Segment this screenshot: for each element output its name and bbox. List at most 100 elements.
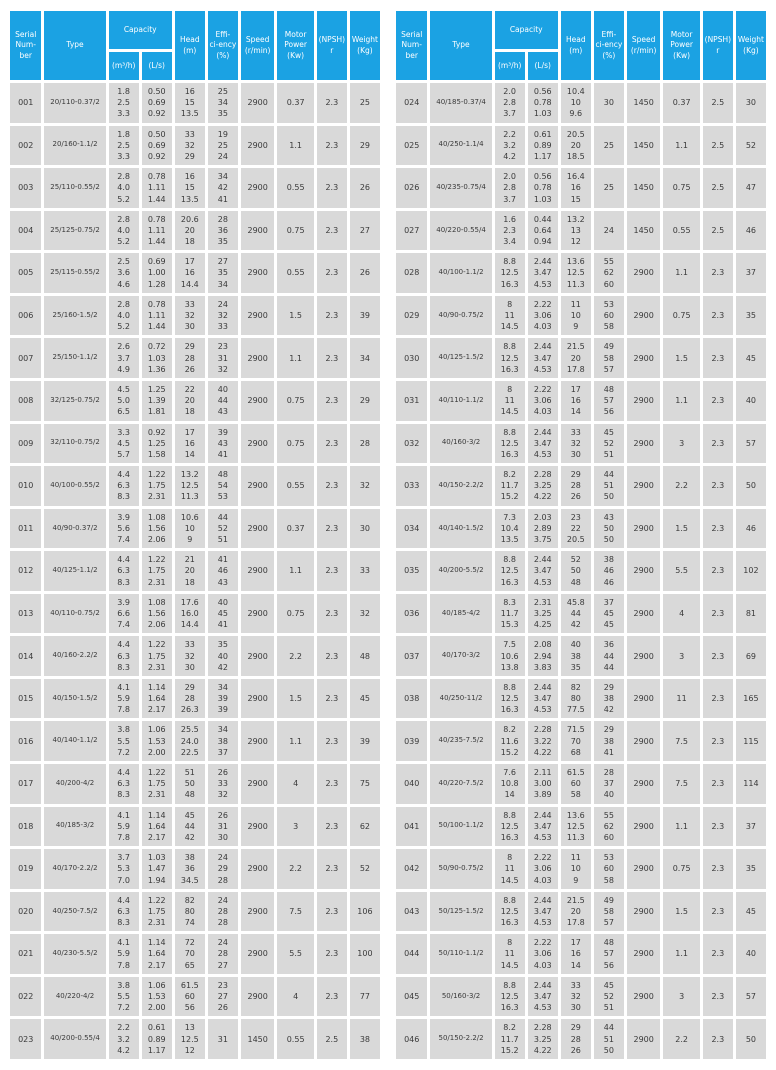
cell-type: 40/235-7.5/2 (430, 721, 492, 761)
table-row: 012 40/125-1.1/2 4.4 6.3 8.3 1.22 1.75 2.31… (10, 551, 380, 591)
cell-head: 10.4 10 9.6 (560, 83, 591, 123)
table-row: 029 40/90-0.75/2 8 11 14.5 2.22 3.06 4.03 11… (396, 295, 766, 336)
cell-serial: 030 (396, 338, 428, 378)
cell-weight: 50 (735, 466, 766, 506)
cell-power: 0.37 (663, 83, 700, 123)
cell-head: 29 28 26 (560, 466, 591, 506)
cell-speed: 2900 (240, 508, 275, 549)
cell-power: 1.1 (277, 721, 314, 761)
col-header-npsh: (NPSH) r (702, 11, 733, 80)
cell-eff: 45 52 51 (593, 423, 624, 464)
cell-head: 17.6 16.0 14.4 (174, 593, 205, 634)
cell-speed: 2900 (240, 338, 275, 378)
cell-head: 45 44 42 (174, 806, 205, 847)
cell-ls: 1.22 1.75 2.31 (141, 891, 172, 932)
cell-npsh: 2.5 (316, 1019, 347, 1059)
cell-serial: 017 (10, 764, 42, 804)
cell-m3h: 4.4 6.3 8.3 (108, 891, 139, 932)
cell-power: 0.55 (277, 253, 314, 293)
cell-serial: 008 (10, 380, 42, 421)
cell-eff: 44 52 51 (207, 508, 238, 549)
cell-npsh: 2.3 (702, 508, 733, 549)
cell-m3h: 4.4 6.3 8.3 (108, 551, 139, 591)
cell-head: 71.5 70 68 (560, 721, 591, 761)
cell-npsh: 2.3 (702, 593, 733, 634)
cell-weight: 45 (735, 338, 766, 378)
cell-npsh: 2.3 (702, 934, 733, 974)
cell-power: 1.1 (663, 380, 700, 421)
cell-power: 0.75 (277, 423, 314, 464)
cell-head: 22 20 18 (174, 380, 205, 421)
cell-type: 40/185-4/2 (430, 593, 492, 634)
cell-speed: 2900 (626, 295, 661, 336)
cell-m3h: 8.2 11.7 15.2 (494, 1019, 525, 1059)
cell-speed: 2900 (240, 849, 275, 889)
cell-ls: 1.08 1.56 2.06 (141, 508, 172, 549)
cell-head: 13.2 12.5 11.3 (174, 466, 205, 506)
cell-weight: 100 (349, 934, 380, 974)
cell-power: 1.5 (663, 338, 700, 378)
cell-npsh: 2.3 (316, 976, 347, 1017)
cell-eff: 28 37 40 (593, 764, 624, 804)
col-header-efficiency: Effi- ci-ency (%) (207, 11, 238, 80)
cell-power: 0.75 (663, 295, 700, 336)
cell-type: 25/110-0.55/2 (44, 168, 106, 208)
cell-m3h: 8 11 14.5 (494, 295, 525, 336)
cell-power: 4 (663, 593, 700, 634)
cell-speed: 2900 (626, 338, 661, 378)
cell-power: 4 (277, 764, 314, 804)
col-header-capacity-ls: (L/s) (141, 52, 172, 80)
cell-eff: 44 51 50 (593, 466, 624, 506)
col-header-capacity-m3h: (m³/h) (494, 52, 525, 80)
cell-weight: 46 (735, 508, 766, 549)
cell-head: 51 50 48 (174, 764, 205, 804)
cell-weight: 29 (349, 380, 380, 421)
cell-speed: 2900 (240, 210, 275, 251)
cell-weight: 75 (349, 764, 380, 804)
col-header-efficiency: Effi- ci-ency (%) (593, 11, 624, 80)
cell-eff: 44 51 50 (593, 1019, 624, 1059)
cell-npsh: 2.3 (316, 849, 347, 889)
table-row: 036 40/185-4/2 8.3 11.7 15.3 2.31 3.25 4.25… (396, 593, 766, 634)
cell-m3h: 2.6 3.7 4.9 (108, 338, 139, 378)
cell-speed: 2900 (626, 551, 661, 591)
cell-speed: 2900 (240, 125, 275, 166)
cell-m3h: 8.8 12.5 16.3 (494, 891, 525, 932)
cell-serial: 005 (10, 253, 42, 293)
cell-head: 21.5 20 17.8 (560, 338, 591, 378)
cell-type: 32/110-0.75/2 (44, 423, 106, 464)
cell-eff: 25 (593, 168, 624, 208)
cell-type: 25/160-1.5/2 (44, 295, 106, 336)
cell-weight: 48 (349, 636, 380, 676)
cell-m3h: 8.8 12.5 16.3 (494, 806, 525, 847)
cell-power: 5.5 (277, 934, 314, 974)
cell-m3h: 2.8 4.0 5.2 (108, 210, 139, 251)
table-row: 018 40/185-3/2 4.1 5.9 7.8 1.14 1.64 2.17 45… (10, 806, 380, 847)
cell-m3h: 2.0 2.8 3.7 (494, 83, 525, 123)
cell-eff: 34 42 41 (207, 168, 238, 208)
cell-type: 32/125-0.75/2 (44, 380, 106, 421)
cell-speed: 2900 (626, 721, 661, 761)
cell-head: 29 28 26.3 (174, 678, 205, 719)
cell-power: 0.75 (663, 849, 700, 889)
cell-m3h: 8.3 11.7 15.3 (494, 593, 525, 634)
cell-m3h: 2.5 3.6 4.6 (108, 253, 139, 293)
cell-eff: 38 46 46 (593, 551, 624, 591)
table-row: 021 40/230-5.5/2 4.1 5.9 7.8 1.14 1.64 2.17… (10, 934, 380, 974)
cell-speed: 2900 (240, 678, 275, 719)
cell-speed: 2900 (626, 636, 661, 676)
table-row: 025 40/250-1.1/4 2.2 3.2 4.2 0.61 0.89 1.17… (396, 125, 766, 166)
cell-ls: 2.44 3.47 4.53 (527, 678, 558, 719)
cell-serial: 015 (10, 678, 42, 719)
cell-eff: 23 27 26 (207, 976, 238, 1017)
cell-ls: 0.44 0.64 0.94 (527, 210, 558, 251)
cell-head: 33 32 29 (174, 125, 205, 166)
cell-type: 40/140-1.5/2 (430, 508, 492, 549)
cell-npsh: 2.3 (702, 380, 733, 421)
cell-speed: 2900 (240, 721, 275, 761)
cell-head: 16.4 16 15 (560, 168, 591, 208)
cell-speed: 2900 (240, 423, 275, 464)
cell-npsh: 2.3 (316, 593, 347, 634)
cell-m3h: 8.2 11.6 15.2 (494, 721, 525, 761)
cell-ls: 2.22 3.06 4.03 (527, 295, 558, 336)
